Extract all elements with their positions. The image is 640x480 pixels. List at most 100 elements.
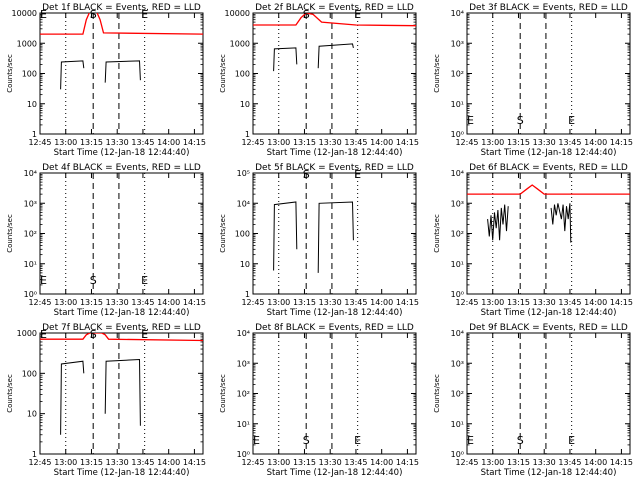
plot-frame xyxy=(252,172,417,295)
y-tick-label: 10⁴ xyxy=(237,199,250,208)
y-axis-label: Counts/sec xyxy=(433,214,441,253)
x-tick-label: 12:45 xyxy=(455,138,478,147)
y-tick-label: 10² xyxy=(24,230,37,239)
y-tick-label: 10 xyxy=(27,410,37,419)
x-tick-label: 14:15 xyxy=(610,138,633,147)
plot-frame xyxy=(466,332,631,455)
x-tick-label: 14:00 xyxy=(157,298,180,307)
x-tick-label: 13:00 xyxy=(267,138,290,147)
event-marker-label: E xyxy=(354,8,361,21)
events-series-line xyxy=(60,60,85,90)
y-axis-label: Counts/sec xyxy=(6,54,14,93)
events-series-line xyxy=(273,47,298,72)
x-tick-label: 13:00 xyxy=(54,298,77,307)
x-tick-label: 13:45 xyxy=(344,298,367,307)
y-tick-label: 1000 xyxy=(17,39,37,48)
event-marker-label: E xyxy=(40,8,47,21)
x-tick-label: 13:00 xyxy=(481,298,504,307)
y-tick-label: 1 xyxy=(32,130,37,139)
x-tick-label: 13:00 xyxy=(267,458,290,467)
x-tick-label: 12:45 xyxy=(28,298,51,307)
x-tick-label: 13:30 xyxy=(533,298,556,307)
x-tick-label: 12:45 xyxy=(455,458,478,467)
x-tick-label: 12:45 xyxy=(241,298,264,307)
y-tick-label: 100 xyxy=(235,230,250,239)
x-tick-label: 13:15 xyxy=(293,138,316,147)
panel-title: Det 3f BLACK = Events, RED = LLD xyxy=(469,3,628,13)
event-marker-label: E xyxy=(568,434,575,447)
y-axis-label: Counts/sec xyxy=(433,374,441,413)
x-tick-label: 13:30 xyxy=(319,458,342,467)
x-tick-label: 13:15 xyxy=(507,458,530,467)
detector-panel: Det 2f BLACK = Events, RED = LLD 1 10 100 10… xyxy=(219,3,419,158)
x-tick-label: 13:30 xyxy=(533,138,556,147)
x-tick-label: 13:15 xyxy=(507,298,530,307)
x-axis-label: Start Time (12-Jan-18 12:44:40) xyxy=(481,148,617,158)
x-tick-label: 13:15 xyxy=(80,458,103,467)
x-tick-label: 13:15 xyxy=(293,458,316,467)
y-tick-label: 10² xyxy=(451,70,464,79)
events-series-line xyxy=(487,204,509,241)
y-axis-label: Counts/sec xyxy=(219,54,227,93)
y-axis-label: Counts/sec xyxy=(6,374,14,413)
x-tick-label: 13:30 xyxy=(106,298,129,307)
x-axis-label: Start Time (12-Jan-18 12:44:40) xyxy=(54,468,190,478)
plot-frame xyxy=(466,172,631,295)
panel-title: Det 7f BLACK = Events, RED = LLD xyxy=(42,323,201,333)
x-tick-label: 14:00 xyxy=(157,138,180,147)
x-tick-label: 14:15 xyxy=(183,298,206,307)
panel-title: Det 2f BLACK = Events, RED = LLD xyxy=(255,3,414,13)
event-marker-label: E xyxy=(141,328,148,341)
x-tick-label: 13:15 xyxy=(80,298,103,307)
x-tick-label: 13:45 xyxy=(558,298,581,307)
events-series-line xyxy=(273,201,298,271)
event-marker-label: E xyxy=(141,274,148,287)
y-tick-label: 10¹ xyxy=(451,100,464,109)
events-series-line xyxy=(104,358,141,426)
x-tick-label: 13:30 xyxy=(319,138,342,147)
x-tick-label: 13:15 xyxy=(293,298,316,307)
y-axis-label: Counts/sec xyxy=(219,214,227,253)
event-marker-label: E xyxy=(467,114,474,127)
plot-frame xyxy=(39,332,204,455)
y-axis-label: Counts/sec xyxy=(6,214,14,253)
x-axis-label: Start Time (12-Jan-18 12:44:40) xyxy=(481,308,617,318)
x-tick-label: 13:45 xyxy=(558,138,581,147)
y-tick-label: 100 xyxy=(235,70,250,79)
x-tick-label: 14:00 xyxy=(584,458,607,467)
panel-title: Det 1f BLACK = Events, RED = LLD xyxy=(42,3,201,13)
x-tick-label: 13:00 xyxy=(481,458,504,467)
event-marker-label: E xyxy=(40,328,47,341)
event-marker-label: E xyxy=(568,114,575,127)
x-axis-label: Start Time (12-Jan-18 12:44:40) xyxy=(267,308,403,318)
detector-panel: Det 6f BLACK = Events, RED = LLD 10⁰ 10¹ 10… xyxy=(433,163,633,318)
y-tick-label: 10⁵ xyxy=(237,169,250,178)
panel-title: Det 4f BLACK = Events, RED = LLD xyxy=(42,163,201,173)
y-tick-label: 10⁴ xyxy=(237,329,250,338)
y-tick-label: 10¹ xyxy=(451,260,464,269)
x-tick-label: 13:00 xyxy=(54,138,77,147)
x-tick-label: 14:00 xyxy=(370,298,393,307)
y-tick-label: 1000 xyxy=(17,329,37,338)
x-axis-label: Start Time (12-Jan-18 12:44:40) xyxy=(54,148,190,158)
y-tick-label: 10³ xyxy=(451,359,464,368)
detector-panel: Det 9f BLACK = Events, RED = LLD 10⁰ 10¹ 10… xyxy=(433,323,633,478)
plot-frame xyxy=(39,172,204,295)
y-tick-label: 1 xyxy=(245,130,250,139)
panel-title: Det 8f BLACK = Events, RED = LLD xyxy=(255,323,414,333)
y-tick-label: 10000 xyxy=(12,9,37,18)
x-axis-label: Start Time (12-Jan-18 12:44:40) xyxy=(481,468,617,478)
event-marker-label: S xyxy=(90,328,97,341)
panel-title: Det 9f BLACK = Events, RED = LLD xyxy=(469,323,628,333)
events-series-line xyxy=(550,203,572,243)
y-tick-label: 1000 xyxy=(230,39,250,48)
x-tick-label: 14:15 xyxy=(183,458,206,467)
event-marker-label: S xyxy=(303,434,310,447)
y-axis-label: Counts/sec xyxy=(219,374,227,413)
x-axis-label: Start Time (12-Jan-18 12:44:40) xyxy=(267,148,403,158)
lld-series-line xyxy=(467,184,630,195)
x-tick-label: 13:15 xyxy=(80,138,103,147)
x-axis-label: Start Time (12-Jan-18 12:44:40) xyxy=(54,308,190,318)
detector-panel: Det 5f BLACK = Events, RED = LLD 1 10 100 10… xyxy=(219,163,419,318)
panel-title: Det 6f BLACK = Events, RED = LLD xyxy=(469,163,628,173)
